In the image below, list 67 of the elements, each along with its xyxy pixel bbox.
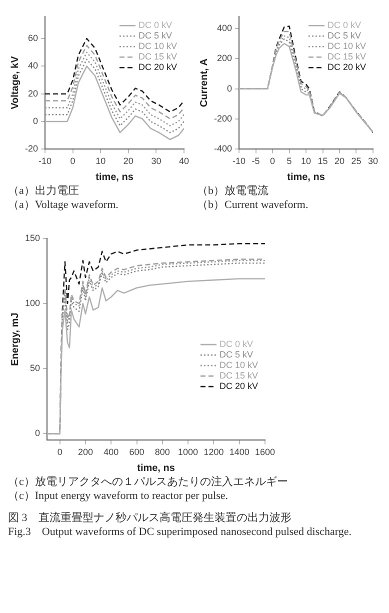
legend-label: DC 10 kV bbox=[327, 41, 366, 52]
legend-label: DC 10 kV bbox=[219, 360, 258, 370]
x-tick-label: 1200 bbox=[204, 447, 224, 458]
y-tick-label: -400 bbox=[214, 144, 232, 154]
y-tick-label: 50 bbox=[30, 363, 40, 374]
legend-label: DC 20 kV bbox=[138, 62, 177, 72]
text: （c）放電リアクタへの１パルスあたりの注入エネルギー bbox=[8, 475, 289, 489]
y-tick-label: 20 bbox=[28, 88, 38, 98]
text: （b）Current waveform. bbox=[197, 198, 310, 212]
legend-label: DC 0 kV bbox=[327, 20, 361, 30]
y-axis-title: Current, A bbox=[198, 58, 210, 108]
x-tick-label: 800 bbox=[154, 447, 170, 458]
y-tick-label: -20 bbox=[24, 144, 38, 154]
y-tick-label: 0 bbox=[32, 116, 38, 126]
x-tick-label: 0 bbox=[270, 156, 276, 166]
x-tick-label: 15 bbox=[318, 156, 328, 166]
y-tick-label: 200 bbox=[216, 53, 232, 64]
x-tick-label: 30 bbox=[151, 156, 162, 166]
x-axis-title: time, ns bbox=[137, 462, 176, 474]
x-tick-label: 600 bbox=[129, 447, 144, 458]
x-tick-label: 1000 bbox=[178, 447, 198, 458]
x-tick-label: 20 bbox=[123, 156, 134, 166]
legend-label: DC 0 kV bbox=[219, 339, 253, 350]
text: （a）出力電圧 bbox=[8, 184, 80, 198]
x-tick-label: 40 bbox=[178, 156, 189, 166]
x-tick-label: 1600 bbox=[254, 447, 276, 458]
y-axis-title: Voltage, kV bbox=[10, 56, 21, 110]
y-tick-label: 400 bbox=[216, 22, 232, 33]
text: （b）放電電流 bbox=[197, 184, 270, 198]
y-tick-label: 0 bbox=[35, 428, 40, 438]
y-tick-label: -200 bbox=[214, 114, 232, 124]
legend-label: DC 20 kV bbox=[219, 381, 258, 392]
legend-label: DC 20 kV bbox=[327, 62, 366, 72]
x-tick-label: 25 bbox=[351, 156, 362, 166]
x-tick-label: -5 bbox=[252, 156, 260, 166]
x-tick-label: 1400 bbox=[229, 447, 250, 458]
x-axis-title: time, ns bbox=[287, 172, 326, 183]
text: （c）Input energy waveform to reactor per pulse. bbox=[8, 489, 230, 503]
x-axis-title: time, ns bbox=[96, 172, 134, 183]
legend-label: DC 0 kV bbox=[138, 20, 172, 30]
x-tick-label: 0 bbox=[70, 156, 76, 166]
x-tick-label: -10 bbox=[38, 156, 52, 166]
caption: 図 3 直流重畳型ナノ秒パルス高電圧発生装置の出力波形 bbox=[8, 511, 292, 525]
x-tick-label: 400 bbox=[104, 447, 119, 458]
x-tick-label: -10 bbox=[232, 156, 246, 166]
legend-label: DC 15 kV bbox=[327, 52, 366, 62]
y-tick-label: 150 bbox=[24, 232, 40, 243]
legend-label: DC 5 kV bbox=[327, 30, 361, 41]
x-tick-label: 30 bbox=[368, 156, 378, 166]
x-tick-label: 5 bbox=[286, 156, 292, 166]
x-tick-label: 200 bbox=[78, 447, 93, 458]
x-tick-label: 10 bbox=[300, 156, 312, 166]
legend-label: DC 5 kV bbox=[138, 30, 172, 41]
y-tick-label: 40 bbox=[28, 60, 38, 71]
x-tick-label: 20 bbox=[334, 156, 345, 166]
y-axis-title: Energy, mJ bbox=[10, 312, 21, 366]
x-tick-label: 0 bbox=[57, 447, 62, 458]
legend-label: DC 10 kV bbox=[138, 41, 177, 52]
y-tick-label: 100 bbox=[24, 298, 40, 308]
legend-label: DC 5 kV bbox=[219, 350, 253, 360]
x-tick-label: 10 bbox=[96, 156, 106, 166]
legend-label: DC 15 kV bbox=[219, 370, 258, 381]
caption: Fig.3 Output waveforms of DC superimposed nanosecond pulsed discharge. bbox=[8, 525, 352, 539]
y-tick-label: 0 bbox=[227, 83, 232, 94]
text: （a）Voltage waveform. bbox=[8, 198, 120, 212]
legend-label: DC 15 kV bbox=[138, 52, 177, 62]
y-tick-label: 60 bbox=[28, 33, 38, 44]
